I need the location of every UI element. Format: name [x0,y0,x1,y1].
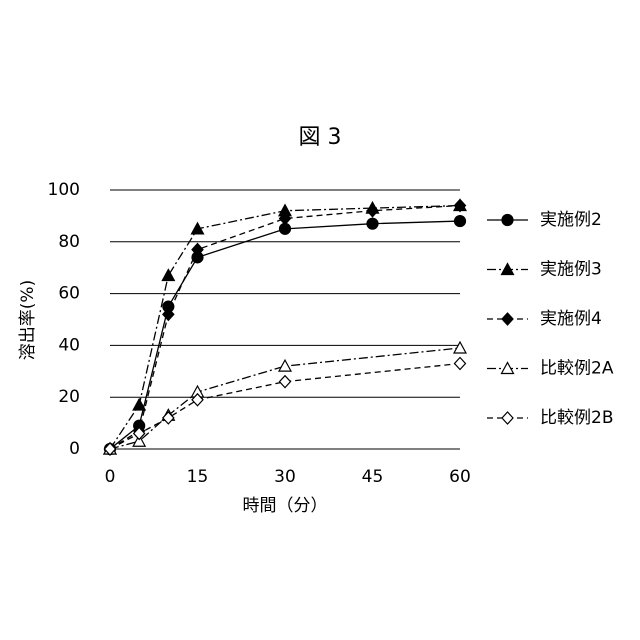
x-tick-label: 45 [362,467,384,487]
x-tick-label: 0 [105,467,116,487]
marker [133,399,145,410]
chart: 図 3 時間（分） 溶出率(%) 0 20 40 60 80 100 0 15 30 45 60 実施… [0,0,640,640]
legend-label: 比較例2B [540,408,613,428]
y-axis-label: 溶出率(%) [18,280,38,360]
chart-title: 図 3 [299,125,342,150]
legend-marker [502,215,513,226]
page: {"chart_data": {"type": "line", "title":… [0,0,640,640]
marker [454,342,466,353]
y-tick-label: 0 [69,439,80,459]
legend-marker [502,412,513,424]
x-axis-label: 時間（分） [243,496,328,516]
y-tick-label: 40 [58,335,80,355]
x-tick-label: 30 [274,467,296,487]
y-tick-label: 20 [58,387,80,407]
marker [367,218,378,229]
marker [279,360,291,371]
y-tick-label: 100 [48,180,80,200]
legend-marker [502,313,513,325]
x-tick-label: 15 [187,467,209,487]
legend-label: 比較例2A [540,359,614,379]
marker [455,216,466,227]
marker [367,205,378,217]
legend-label: 実施例2 [540,210,602,230]
x-tick-label: 60 [449,467,471,487]
marker [455,358,466,370]
marker [280,376,291,388]
legend-label: 実施例4 [540,309,602,329]
marker [163,412,174,424]
marker [162,269,174,280]
y-tick-label: 60 [58,284,80,304]
legend-label: 実施例3 [540,260,602,280]
y-tick-label: 80 [58,232,80,252]
